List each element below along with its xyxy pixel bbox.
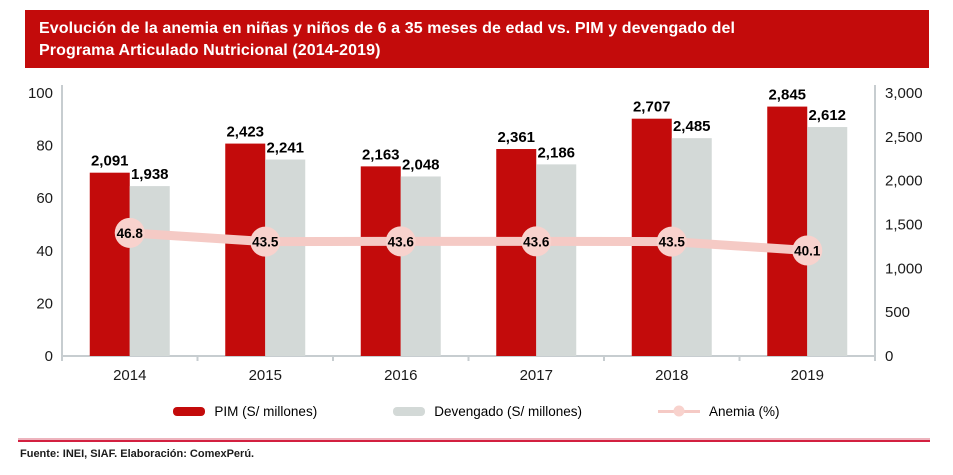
anemia-swatch-icon xyxy=(658,405,701,417)
anemia-line xyxy=(129,228,808,256)
left-axis-tick-label: 0 xyxy=(45,348,53,365)
anemia-value-label: 43.5 xyxy=(659,235,686,250)
left-axis-tick-label: 60 xyxy=(36,190,53,207)
devengado-value-label: 2,485 xyxy=(673,118,711,135)
anemia-marker xyxy=(521,226,552,257)
right-axis-tick-label: 1,000 xyxy=(885,260,923,277)
pim-value-label: 2,423 xyxy=(226,124,264,141)
pim-swatch-icon xyxy=(173,406,206,416)
legend-item-devengado: Devengado (S/ millones) xyxy=(393,404,582,419)
devengado-value-label: 2,612 xyxy=(808,107,846,124)
chart-title: Evolución de la anemia en niñas y niños … xyxy=(39,20,736,59)
pim-bar xyxy=(360,166,401,356)
anemia-marker xyxy=(656,226,687,257)
devengado-value-label: 2,186 xyxy=(537,144,575,161)
devengado-bar xyxy=(265,159,306,356)
pim-value-label: 2,091 xyxy=(91,153,129,170)
anemia-marker-icon xyxy=(673,405,685,417)
anemia-value-label: 46.8 xyxy=(117,226,144,241)
x-axis-category-label: 2019 xyxy=(791,367,824,384)
devengado-value-label: 2,048 xyxy=(402,156,440,173)
anemia-marker xyxy=(250,226,281,257)
legend-label-devengado: Devengado (S/ millones) xyxy=(434,403,583,419)
anemia-marker xyxy=(385,226,416,257)
right-axis-tick-label: 2,000 xyxy=(885,173,923,190)
x-axis-category-label: 2015 xyxy=(249,367,282,384)
anemia-marker xyxy=(792,235,823,266)
x-axis-category-label: 2014 xyxy=(113,367,146,384)
right-axis-tick-label: 1,500 xyxy=(885,217,923,234)
left-axis-tick-label: 40 xyxy=(36,243,53,260)
anemia-marker xyxy=(114,217,145,248)
left-axis-tick-label: 100 xyxy=(28,85,53,102)
devengado-bar xyxy=(129,186,170,356)
right-axis-tick-label: 500 xyxy=(885,304,910,321)
anemia-value-label: 43.6 xyxy=(388,234,415,249)
chart-title-banner: Evolución de la anemia en niñas y niños … xyxy=(25,10,929,68)
legend-item-anemia: Anemia (%) xyxy=(658,404,780,419)
devengado-bar xyxy=(536,164,577,356)
pim-value-label: 2,163 xyxy=(362,146,400,163)
devengado-value-label: 2,241 xyxy=(266,140,304,157)
legend-item-pim: PIM (S/ millones) xyxy=(173,404,317,419)
devengado-bar xyxy=(400,176,441,356)
combo-chart: 0 20 40 60 80 100 0 500 1,000 1,500 2,000 2,500 3,00… xyxy=(28,85,923,384)
pim-value-label: 2,707 xyxy=(633,99,671,116)
right-axis-tick-label: 0 xyxy=(885,348,893,365)
source-note: Fuente: INEI, SIAF. Elaboración: ComexPe… xyxy=(20,448,255,460)
footer-divider xyxy=(18,438,930,442)
left-axis-tick-label: 80 xyxy=(36,138,53,155)
right-axis-tick-label: 3,000 xyxy=(885,85,923,102)
x-axis-category-label: 2018 xyxy=(655,367,688,384)
devengado-swatch-icon xyxy=(393,406,426,416)
legend-label-anemia: Anemia (%) xyxy=(709,403,780,419)
anemia-value-label: 43.6 xyxy=(523,234,550,249)
chart-legend: PIM (S/ millones) Devengado (S/ millones… xyxy=(0,398,953,424)
left-axis-tick-label: 20 xyxy=(36,295,53,312)
pim-value-label: 2,845 xyxy=(768,87,806,104)
legend-label-pim: PIM (S/ millones) xyxy=(214,403,318,419)
pim-value-label: 2,361 xyxy=(497,129,535,146)
anemia-value-label: 40.1 xyxy=(794,244,821,259)
pim-bar xyxy=(767,106,808,356)
right-axis-tick-label: 2,500 xyxy=(885,129,923,146)
x-axis-category-label: 2017 xyxy=(520,367,553,384)
pim-bar xyxy=(89,172,130,356)
x-axis-category-label: 2016 xyxy=(384,367,417,384)
anemia-value-label: 43.5 xyxy=(252,235,279,250)
devengado-value-label: 1,938 xyxy=(131,166,169,183)
